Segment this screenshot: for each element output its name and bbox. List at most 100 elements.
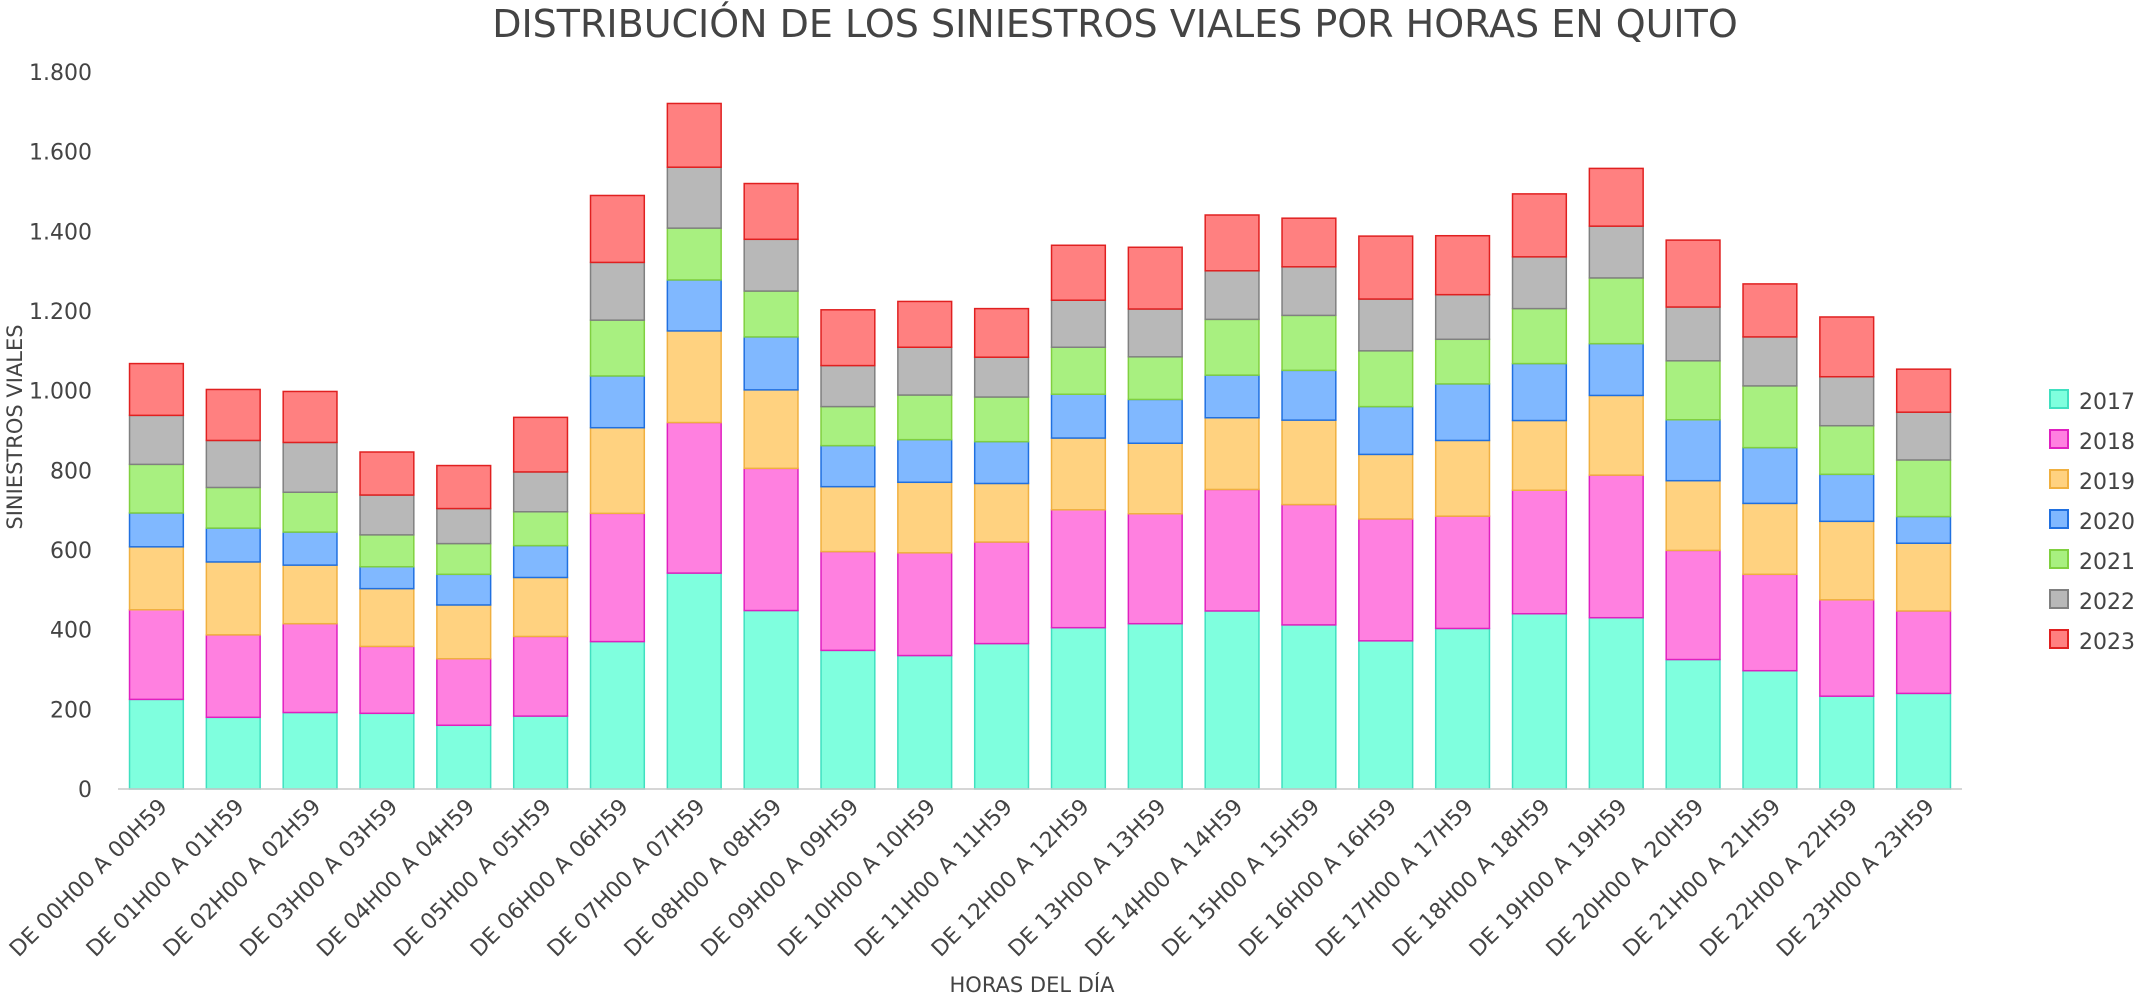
legend-label: 2017 (2079, 390, 2135, 415)
bar-segment-2018 (1204, 488, 1260, 612)
y-tick-label: 1.600 (29, 141, 92, 166)
bar-segment-2019 (359, 587, 415, 648)
bar-segment-2021 (589, 319, 646, 377)
bar-segment-2021 (1895, 459, 1952, 518)
bar-segment-2023 (1819, 316, 1875, 378)
bar-segment-2020 (666, 279, 722, 332)
y-tick-label: 0 (78, 778, 92, 803)
bar-segment-2018 (1665, 549, 1721, 661)
bar-segment-2023 (436, 464, 492, 510)
plot-area (128, 102, 1952, 790)
bar-segment-2023 (897, 300, 953, 349)
bar-segment-2020 (973, 440, 1030, 485)
bar-segment-2021 (897, 394, 953, 441)
bar-segment-2022 (1742, 336, 1798, 387)
bar-segment-2018 (666, 421, 722, 574)
bar-segment-2018 (512, 635, 569, 717)
bar-segment-2019 (820, 485, 876, 553)
bar-segment-2017 (743, 609, 799, 790)
bar-segment-2017 (205, 716, 261, 790)
x-tick-label: DE 23H00 A 23H59 (1772, 795, 1940, 963)
legend-label: 2023 (2079, 630, 2135, 655)
legend-swatch-2019 (2049, 469, 2069, 489)
bar-segment-2018 (1050, 509, 1107, 629)
bar-segment-2021 (1204, 318, 1260, 376)
bar-segment-2022 (1050, 299, 1107, 348)
bar-segment-2022 (666, 166, 722, 229)
bar-segment-2021 (1434, 338, 1491, 385)
bar-segment-2017 (1819, 695, 1875, 790)
bar-segment-2023 (1358, 235, 1414, 300)
chart-title: DISTRIBUCIÓN DE LOS SINIESTROS VIALES PO… (492, 2, 1738, 46)
y-tick-label: 600 (50, 539, 92, 564)
bar-segment-2023 (743, 182, 799, 241)
bar-segment-2019 (1127, 442, 1183, 515)
bar-segment-2017 (1742, 669, 1798, 790)
bar-segment-2021 (1358, 350, 1414, 408)
bar-segment-2021 (359, 534, 415, 568)
bar-segment-2017 (1588, 616, 1644, 790)
bar-segment-2022 (1127, 308, 1183, 358)
bar-segment-2018 (743, 467, 799, 612)
bar-segment-2021 (1588, 277, 1644, 345)
bar-segment-2018 (1895, 610, 1952, 695)
bar-segment-2017 (1358, 640, 1414, 790)
bar-segment-2021 (820, 405, 876, 447)
bar-segment-2020 (820, 444, 876, 488)
legend-swatch-2020 (2049, 509, 2069, 529)
bar-segment-2018 (1281, 503, 1337, 626)
bar-segment-2021 (436, 542, 492, 576)
bar-segment-2017 (436, 724, 492, 790)
bar-segment-2019 (666, 330, 722, 424)
bar-segment-2023 (1204, 214, 1260, 272)
bar-segment-2023 (1511, 193, 1568, 258)
bar-segment-2023 (282, 390, 338, 444)
legend-swatch-2021 (2049, 549, 2069, 569)
bar-segment-2017 (1511, 612, 1568, 790)
bar-segment-2021 (1511, 307, 1568, 365)
bar-segment-2018 (589, 512, 646, 643)
bar-segment-2018 (1127, 513, 1183, 625)
bar-segment-2022 (1511, 256, 1568, 310)
bar-segment-2017 (1281, 624, 1337, 790)
bar-segment-2020 (1281, 369, 1337, 421)
bar-segment-2023 (1127, 246, 1183, 310)
legend-swatch-2017 (2049, 389, 2069, 409)
bar-segment-2020 (1588, 342, 1644, 397)
bar-segment-2019 (973, 482, 1030, 543)
bar-segment-2019 (1358, 453, 1414, 520)
bar-segment-2019 (205, 561, 261, 636)
bar-segment-2019 (512, 576, 569, 638)
bar-segment-2020 (205, 527, 261, 563)
bar-segment-2020 (128, 512, 185, 548)
bar-segment-2020 (436, 573, 492, 606)
bar-segment-2022 (359, 494, 415, 536)
y-tick-label: 1.200 (29, 300, 92, 325)
bar-segment-2019 (897, 481, 953, 554)
bar-segment-2019 (1281, 419, 1337, 506)
bar-segment-2017 (359, 712, 415, 790)
bar-segment-2019 (1050, 437, 1107, 511)
legend-label: 2019 (2079, 470, 2135, 495)
bar-segment-2021 (1665, 360, 1721, 421)
bar-segment-2019 (1742, 502, 1798, 576)
bar-segment-2022 (282, 441, 338, 493)
bar-segment-2018 (1358, 518, 1414, 642)
bar-segment-2018 (1819, 599, 1875, 697)
bar-segment-2022 (1895, 411, 1952, 461)
bar-segment-2022 (1358, 298, 1414, 352)
bar-segment-2017 (128, 698, 185, 790)
bar-segment-2017 (973, 642, 1030, 790)
bar-segment-2023 (1588, 167, 1644, 227)
bar-segment-2021 (666, 227, 722, 281)
bar-segment-2017 (820, 649, 876, 790)
bar-segment-2017 (1050, 626, 1107, 790)
bar-segment-2017 (1434, 627, 1491, 790)
bar-segment-2020 (1665, 419, 1721, 482)
bar-segment-2017 (512, 715, 569, 790)
bar-segment-2018 (1434, 515, 1491, 630)
y-axis-title: SINIESTROS VIALES (3, 324, 27, 529)
